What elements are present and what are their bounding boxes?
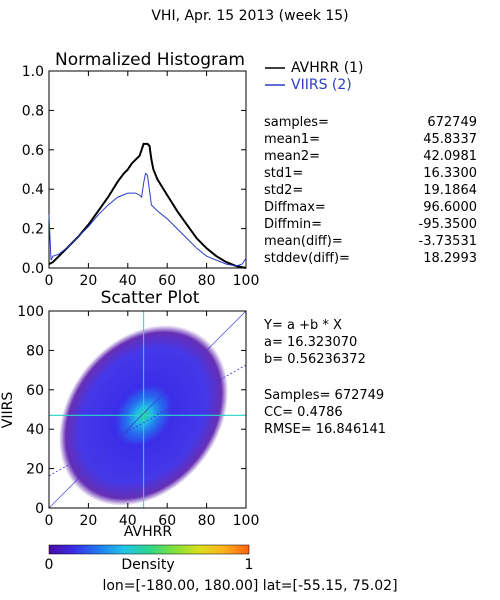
hist-y-tick-label: 1.0: [22, 64, 44, 80]
scatter-y-label: VIIRS: [0, 392, 16, 429]
regression-a: a= 16.323070: [264, 335, 357, 350]
stat-label: mean1=: [264, 132, 320, 147]
stat-label: mean(diff)=: [264, 234, 343, 249]
colorbar-max-label: 1: [245, 557, 254, 573]
hist-y-tick-label: 0.6: [22, 143, 44, 159]
hist-y-tick-label: 0.0: [22, 261, 44, 277]
hist-y-tick-label: 0.2: [22, 222, 44, 238]
histogram-y-axis: 0.0 0.2 0.4 0.6 0.8 1.0: [22, 64, 246, 277]
regression-b: b= 0.56236372: [264, 352, 366, 367]
histogram-panel: Normalized Histogram 0.00.20.40.60.81.0 …: [22, 50, 477, 289]
scatter-x-tick-label: 0: [45, 513, 54, 529]
histogram-legend: AVHRR (1) VIIRS (2): [265, 60, 364, 93]
colorbar-min-label: 0: [45, 557, 54, 573]
scatter-x-tick-label: 100: [233, 513, 260, 529]
stat-value: 96.6000: [423, 200, 477, 215]
scatter-y-tick-label: 60: [26, 383, 44, 399]
hist-y-tick-label: 0.4: [22, 182, 44, 198]
page-title: VHI, Apr. 15 2013 (week 15): [151, 8, 348, 24]
scatter-y-tick-label: 0: [35, 501, 44, 517]
scatter-x-tick-label: 20: [79, 513, 97, 529]
colorbar: 0 Density 1: [45, 544, 254, 573]
stat-label: Diffmin=: [264, 217, 322, 232]
hist-x-tick-label: 40: [119, 273, 137, 289]
stat-value: 45.8337: [423, 132, 477, 147]
stat-value: 672749: [427, 115, 477, 130]
hist-x-tick-label: 60: [158, 273, 176, 289]
stat-value: 19.1864: [423, 183, 477, 198]
hist-y-tick-label: 0.8: [22, 103, 44, 119]
scatter-x-tick-label: 40: [119, 513, 137, 529]
histogram-series: [48, 142, 247, 269]
samples-count: Samples= 672749: [264, 388, 384, 403]
histogram-x-axis: 0 20 40 60 80 100: [45, 71, 260, 289]
legend-avhrr-label: AVHRR (1): [291, 60, 364, 76]
scatter-x-tick-label: 60: [158, 513, 176, 529]
scatter-y-tick-label: 100: [17, 304, 44, 320]
scatter-x-label: AVHRR: [124, 524, 173, 540]
stat-label: Diffmax=: [264, 200, 326, 215]
hist-x-tick-label: 20: [79, 273, 97, 289]
legend-viirs-label: VIIRS (2): [291, 77, 352, 93]
scatter-y-tick-label: 20: [26, 462, 44, 478]
hist-x-tick-label: 0: [45, 273, 54, 289]
coverage-footer: lon=[-180.00, 180.00] lat=[-55.15, 75.02…: [102, 578, 397, 594]
stat-value: 18.2993: [423, 251, 477, 266]
scatter-frame: [48, 310, 247, 509]
avhrr-histogram-line: [48, 142, 247, 269]
stat-value: 42.0981: [423, 149, 477, 164]
colorbar-gradient: [48, 544, 250, 555]
regression-equation: Y= a +b * X: [263, 318, 342, 333]
stat-label: stddev(diff)=: [264, 251, 350, 266]
correlation-coefficient: CC= 0.4786: [264, 405, 343, 420]
scatter-y-tick-label: 80: [26, 343, 44, 359]
density-cloud: [49, 311, 246, 508]
stat-value: -95.3500: [419, 217, 477, 232]
rmse-value: RMSE= 16.846141: [264, 422, 386, 437]
colorbar-label: Density: [121, 557, 174, 573]
stat-label: std2=: [264, 183, 303, 198]
stat-value: 16.3300: [423, 166, 477, 181]
scatter-y-tick-label: 40: [26, 422, 44, 438]
stat-label: samples=: [264, 115, 329, 130]
scatter-title: Scatter Plot: [101, 288, 200, 308]
scatter-panel: Scatter Plot 0 20 40 60 80 100 0 20 40 60 80 100 A…: [0, 288, 386, 540]
histogram-title: Normalized Histogram: [55, 50, 245, 70]
hist-x-tick-label: 100: [233, 273, 260, 289]
stat-label: mean2=: [264, 149, 320, 164]
histogram-stats: samples= 672749 mean1= 45.8337 mean2= 42.0981…: [264, 115, 477, 266]
stat-label: std1=: [264, 166, 303, 181]
viirs-histogram-line: [48, 172, 247, 267]
scatter-y-axis: 0 20 40 60 80 100: [17, 304, 246, 517]
regression-line: [49, 364, 246, 477]
one-to-one-line: [49, 311, 246, 508]
scatter-x-axis: 0 20 40 60 80 100: [45, 311, 260, 529]
scatter-x-tick-label: 80: [198, 513, 216, 529]
regression-stats: Y= a +b * X a= 16.323070 b= 0.56236372 S…: [263, 318, 386, 437]
hist-x-tick-label: 80: [198, 273, 216, 289]
stat-value: -3.73531: [419, 234, 477, 249]
histogram-frame: [48, 70, 247, 269]
